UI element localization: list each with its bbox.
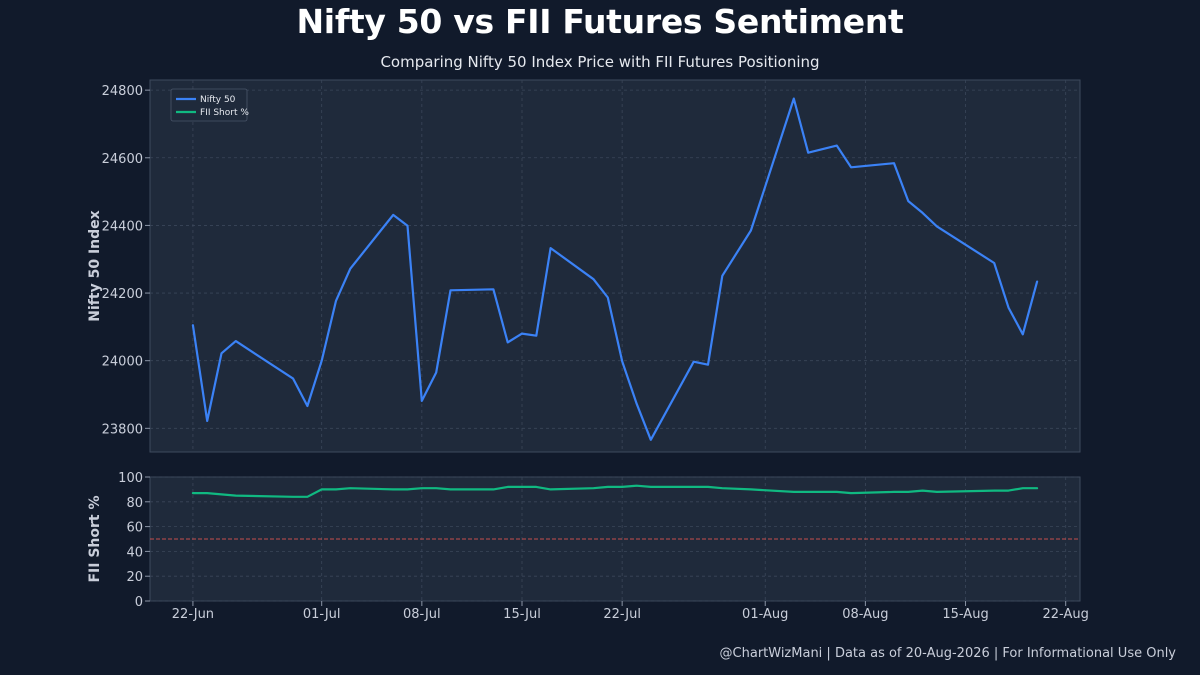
nifty-series-line xyxy=(191,97,1039,441)
x-tick-label: 01-Aug xyxy=(742,607,788,622)
fii-tick-label-y: 40 xyxy=(126,545,143,560)
chart-legend: Nifty 50 FII Short % xyxy=(170,88,249,122)
fii-tick-label-y: 80 xyxy=(126,496,143,511)
nifty-tick-label-y: 24400 xyxy=(102,219,143,234)
nifty-background xyxy=(149,79,1081,453)
x-tick-label: 08-Aug xyxy=(842,607,888,622)
nifty-tick-label-y: 24600 xyxy=(102,152,143,167)
legend-label-fii: FII Short % xyxy=(200,108,249,118)
nifty-tick-label-y: 23800 xyxy=(102,422,143,437)
footer-note: @ChartWizMani | Data as of 20-Aug-2026 |… xyxy=(719,646,1176,661)
legend-label-nifty: Nifty 50 xyxy=(200,95,236,105)
fii-tick-label-y: 100 xyxy=(118,471,143,486)
fii-tick-label-y: 0 xyxy=(135,595,143,610)
fii-tick-label-y: 60 xyxy=(126,521,143,536)
x-tick-label: 22-Jul xyxy=(603,607,641,622)
nifty-tick-label-y: 24200 xyxy=(102,287,143,302)
nifty-tick-label-y: 24000 xyxy=(102,355,143,370)
x-tick-label: 22-Aug xyxy=(1043,607,1089,622)
chart-title: Nifty 50 vs FII Futures Sentiment xyxy=(296,2,904,41)
x-tick-label: 22-Jun xyxy=(172,607,214,622)
nifty-tick-label-y: 24800 xyxy=(102,84,143,99)
fii-series-line xyxy=(191,484,1039,498)
x-axis: 22-Jun 01-Jul 08-Jul 15-Jul 22-Jul 01-Aug 08-A… xyxy=(172,601,1089,622)
nifty-y-axis-label: Nifty 50 Index xyxy=(87,210,103,321)
x-tick-label: 15-Jul xyxy=(503,607,541,622)
fii-y-axis-label: FII Short % xyxy=(87,495,103,582)
x-tick-label: 08-Jul xyxy=(403,607,441,622)
x-tick-label: 15-Aug xyxy=(942,607,988,622)
nifty-panel: 23800 24000 24200 24400 24600 24800 Nifty 50 I… xyxy=(87,79,1081,453)
fii-tick-label-y: 20 xyxy=(126,570,143,585)
fii-panel: 0 20 40 60 80 100 FII Short % xyxy=(87,471,1081,610)
x-tick-label: 01-Jul xyxy=(303,607,341,622)
chart-subtitle: Comparing Nifty 50 Index Price with FII … xyxy=(380,53,820,71)
